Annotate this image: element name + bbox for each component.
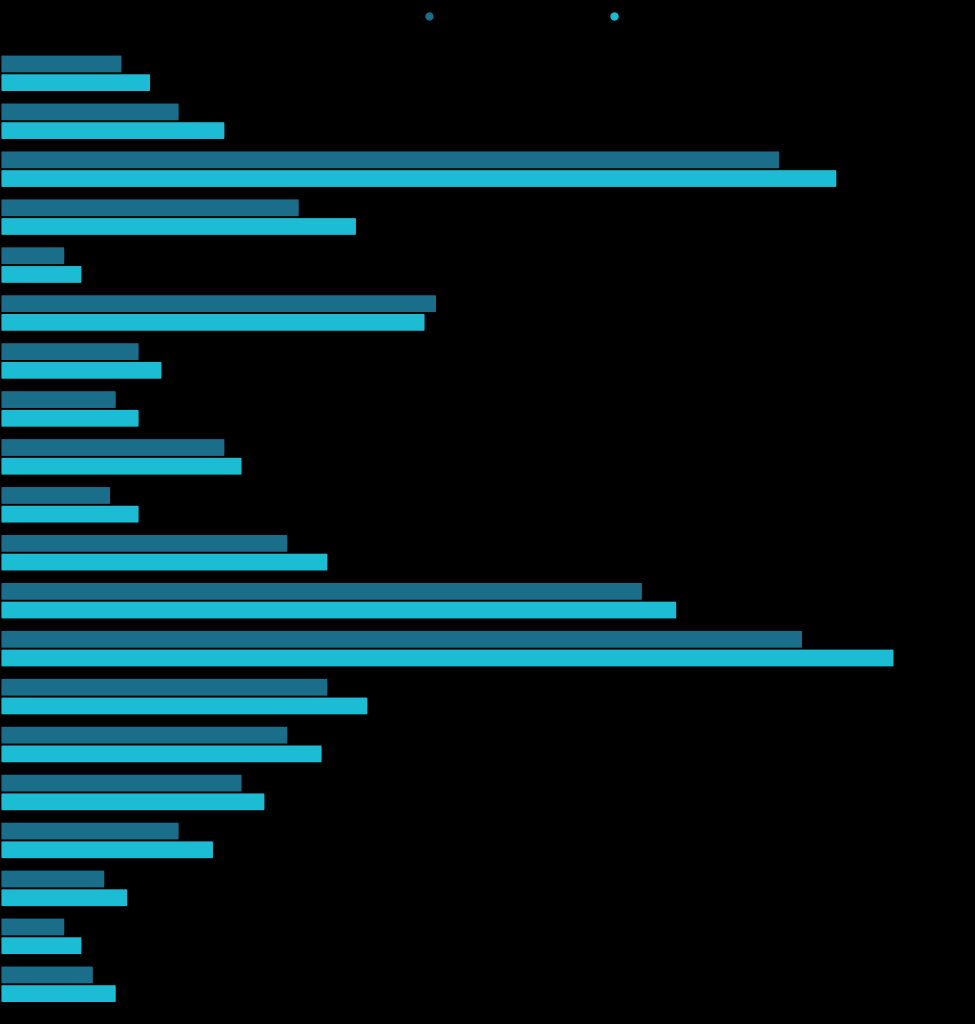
FancyBboxPatch shape <box>1 679 328 695</box>
FancyBboxPatch shape <box>1 535 288 552</box>
FancyBboxPatch shape <box>1 889 127 906</box>
FancyBboxPatch shape <box>1 842 213 858</box>
FancyBboxPatch shape <box>1 75 150 91</box>
FancyBboxPatch shape <box>1 583 642 600</box>
FancyBboxPatch shape <box>1 631 802 648</box>
FancyBboxPatch shape <box>1 343 138 360</box>
FancyBboxPatch shape <box>1 152 779 168</box>
FancyBboxPatch shape <box>1 822 178 840</box>
FancyBboxPatch shape <box>1 937 82 954</box>
FancyBboxPatch shape <box>1 218 356 234</box>
FancyBboxPatch shape <box>1 727 288 743</box>
FancyBboxPatch shape <box>1 391 116 408</box>
FancyBboxPatch shape <box>1 295 436 312</box>
FancyBboxPatch shape <box>1 697 368 715</box>
FancyBboxPatch shape <box>1 170 837 187</box>
FancyBboxPatch shape <box>1 794 264 810</box>
FancyBboxPatch shape <box>1 745 322 762</box>
FancyBboxPatch shape <box>1 458 242 474</box>
FancyBboxPatch shape <box>1 200 298 216</box>
FancyBboxPatch shape <box>1 919 64 935</box>
FancyBboxPatch shape <box>1 487 110 504</box>
FancyBboxPatch shape <box>1 506 138 522</box>
FancyBboxPatch shape <box>1 439 224 456</box>
FancyBboxPatch shape <box>1 554 328 570</box>
FancyBboxPatch shape <box>1 410 138 427</box>
FancyBboxPatch shape <box>1 122 224 139</box>
FancyBboxPatch shape <box>1 55 122 73</box>
FancyBboxPatch shape <box>1 967 93 983</box>
FancyBboxPatch shape <box>1 314 424 331</box>
FancyBboxPatch shape <box>1 266 82 283</box>
FancyBboxPatch shape <box>1 361 162 379</box>
FancyBboxPatch shape <box>1 248 64 264</box>
FancyBboxPatch shape <box>1 103 178 120</box>
FancyBboxPatch shape <box>1 985 116 1002</box>
FancyBboxPatch shape <box>1 775 242 792</box>
FancyBboxPatch shape <box>1 870 104 888</box>
FancyBboxPatch shape <box>1 602 677 618</box>
FancyBboxPatch shape <box>1 649 893 667</box>
